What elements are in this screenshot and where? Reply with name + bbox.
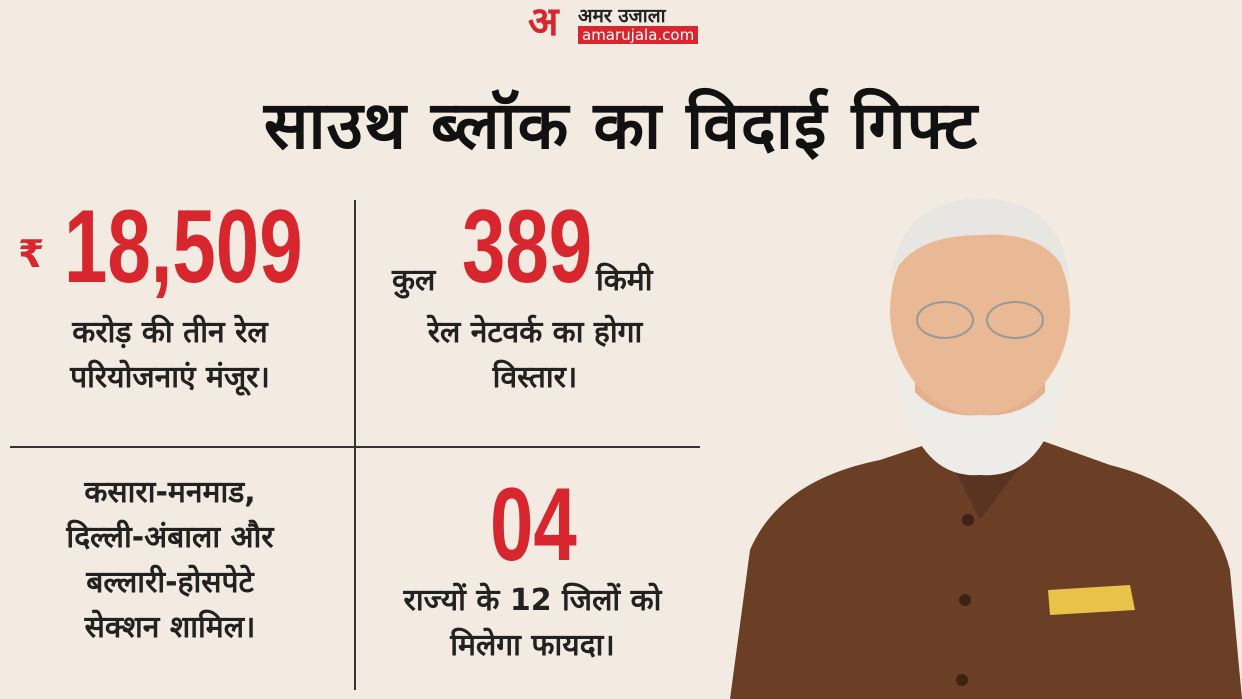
portrait	[730, 198, 1242, 699]
logo-site: amarujala.com	[578, 26, 699, 44]
text-line: परियोजनाएं मंजूर।	[70, 360, 270, 395]
currency: ₹	[18, 232, 45, 276]
suffix: किमी	[596, 263, 653, 298]
text-line: विस्तार।	[492, 360, 578, 395]
text-line: मिलेगा फायदा।	[450, 628, 615, 663]
text-line: बल्लारी-होसपेटे	[86, 565, 254, 600]
text-line: करोड़ की तीन रेल	[72, 315, 268, 350]
logo-name: अमर उजाला	[578, 5, 666, 27]
cell-text: राज्यों के 12 जिलों को मिलेगा फायदा।	[360, 578, 705, 668]
text-line: सेक्शन शामिल।	[84, 610, 256, 645]
big-number: 04	[490, 467, 577, 583]
cell-text: करोड़ की तीन रेल परियोजनाएं मंजूर।	[0, 310, 340, 400]
big-number: 18,509	[64, 189, 303, 305]
divider	[10, 446, 700, 448]
text-line: राज्यों के 12 जिलों को	[403, 583, 662, 618]
cell-text: रेल नेटवर्क का होगा विस्तार।	[365, 310, 705, 400]
cell-text: कसारा-मनमाड, दिल्ली-अंबाला और बल्लारी-होसप…	[0, 470, 340, 650]
text-line: कसारा-मनमाड,	[84, 475, 256, 510]
divider	[354, 200, 356, 690]
title: साउथ ब्लॉक का विदाई गिफ्ट	[263, 87, 979, 164]
logo-mark: अ	[528, 0, 559, 45]
prefix: कुल	[392, 263, 436, 298]
text-line: दिल्ली-अंबाला और	[66, 520, 274, 555]
big-number: 389	[462, 189, 593, 305]
text-line: रेल नेटवर्क का होगा	[427, 315, 643, 350]
